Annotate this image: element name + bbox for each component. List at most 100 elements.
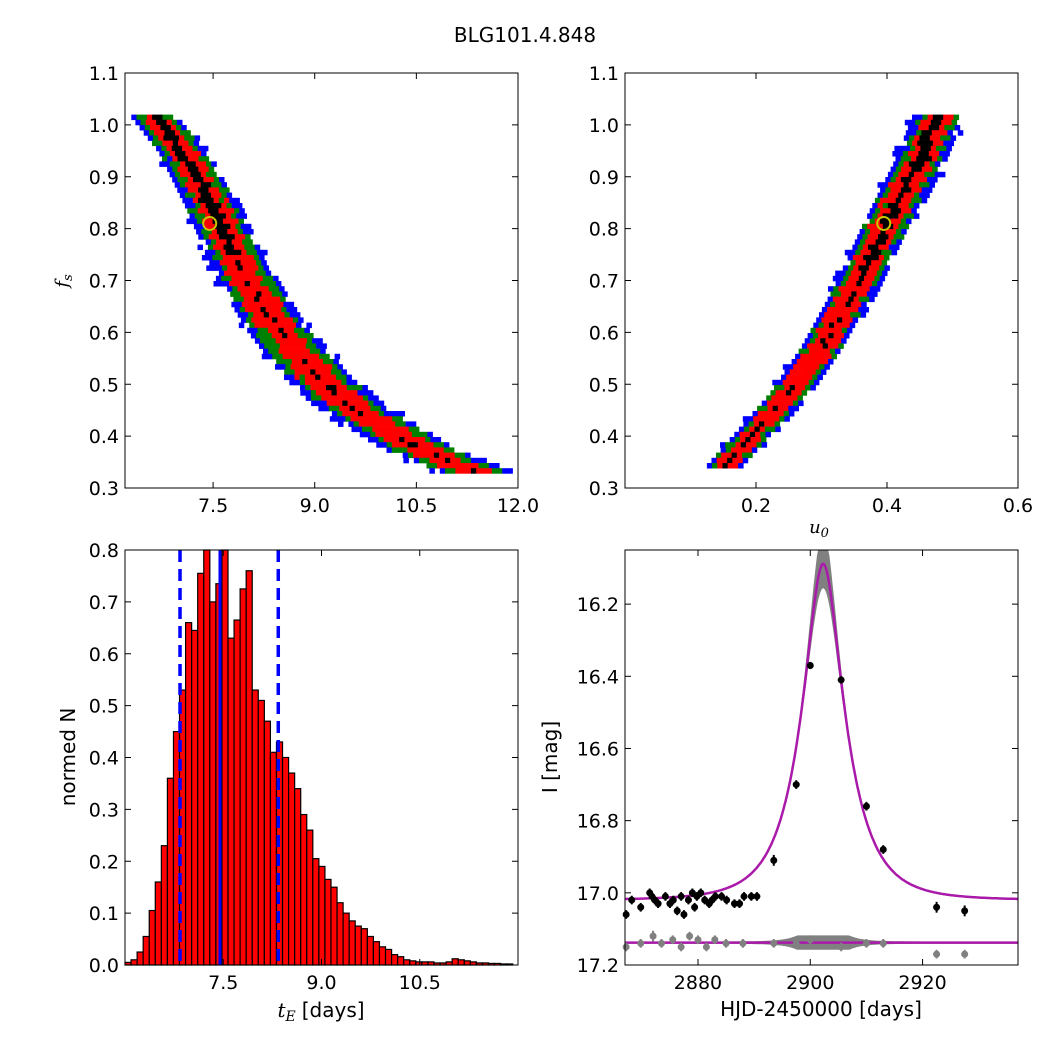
p1-cell <box>445 457 451 464</box>
p2-cell <box>721 457 728 464</box>
p2-cell <box>900 177 907 183</box>
p2-cell <box>854 239 861 245</box>
p1-cell <box>260 307 266 313</box>
p1-cell <box>255 307 261 313</box>
p2-cell <box>914 161 920 167</box>
p1-ytick-label: 0.4 <box>89 426 119 448</box>
p2-cell <box>903 213 909 219</box>
p2-cell <box>893 161 899 167</box>
p1-cell <box>410 421 417 427</box>
p2-cell <box>828 333 834 339</box>
p2-cell <box>875 239 882 245</box>
p1-cell <box>180 151 186 157</box>
p1-cell <box>339 405 345 412</box>
p1-cell <box>439 452 445 459</box>
p3-bar <box>209 601 217 966</box>
p2-cell <box>828 359 834 365</box>
p1-cell <box>365 405 371 412</box>
p2-cell <box>734 437 741 443</box>
p1-cell <box>172 177 178 183</box>
p1-cell <box>179 192 186 199</box>
p2-cell <box>926 177 933 183</box>
p1-cell <box>478 463 484 469</box>
p2-cell <box>882 192 889 199</box>
p4-ytick-label: 16.2 <box>577 594 619 616</box>
p1-cell <box>211 161 217 167</box>
p1-cell <box>368 400 374 407</box>
p2-cell <box>740 437 746 443</box>
p2-cell <box>866 270 872 277</box>
p1-cell <box>396 431 402 438</box>
p2-cell <box>904 145 911 152</box>
p1-cell <box>275 322 281 329</box>
p2-cell <box>827 296 834 303</box>
p1-cell <box>342 411 348 417</box>
p1-cell <box>218 187 225 193</box>
p2-cell <box>866 291 873 297</box>
p1-cell <box>335 416 341 422</box>
p1-cell <box>371 416 377 422</box>
p2-cell <box>766 395 772 401</box>
p1-cell <box>351 426 357 433</box>
p1-cell <box>280 296 286 303</box>
p1-cell <box>208 177 215 183</box>
p1-cell <box>326 395 332 401</box>
p1-xtick-label: 7.5 <box>198 495 228 517</box>
p1-cell <box>330 374 337 381</box>
p2-cell <box>850 312 856 318</box>
p1-cell <box>417 442 424 448</box>
p1-cell <box>364 421 370 427</box>
p2-cell <box>932 177 938 183</box>
p2-cell <box>895 166 902 173</box>
p1-cell <box>196 229 202 235</box>
p2-cell <box>872 213 878 219</box>
p1-cell <box>429 457 435 464</box>
p1-best-fit-marker <box>202 215 218 231</box>
p1-cell <box>418 452 424 459</box>
p2-cell <box>764 426 771 433</box>
p4-data-point <box>961 907 969 915</box>
p1-cell <box>408 426 415 433</box>
p1-cell <box>174 161 181 167</box>
p1-cell <box>182 187 188 193</box>
p2-cell <box>815 369 822 375</box>
p1-cell <box>357 395 364 401</box>
p1-cell <box>373 437 379 443</box>
p4-residual-point <box>657 939 665 947</box>
p3-bar <box>227 637 235 966</box>
p1-cell <box>184 203 191 209</box>
p1-cell <box>450 468 456 474</box>
p2-cell <box>758 416 764 422</box>
p1-cell <box>167 166 173 173</box>
p2-cell <box>769 421 775 427</box>
p2-cell <box>849 322 856 329</box>
p2-cell <box>895 156 901 162</box>
p1-cell <box>340 416 346 422</box>
p1-cell <box>282 333 288 339</box>
p2-cell <box>743 421 749 427</box>
p1-cell <box>148 130 155 136</box>
p1-cell <box>255 281 261 287</box>
p2-cell <box>835 281 842 287</box>
p1-cell <box>275 296 281 303</box>
p1-cell <box>257 327 264 334</box>
p2-cell <box>801 343 808 349</box>
p1-cell <box>294 379 301 386</box>
p2-cell <box>921 166 928 173</box>
p1-cell <box>320 385 327 391</box>
p1-cell <box>285 364 291 370</box>
p1-cell <box>226 239 232 245</box>
p2-cell <box>847 317 853 323</box>
p1-cell <box>252 327 258 334</box>
p1-cell <box>231 213 237 219</box>
p1-cell <box>237 286 243 292</box>
p1-cell <box>235 223 241 230</box>
p2-cell <box>895 218 902 225</box>
p2-cell <box>926 187 933 193</box>
p1-cell <box>376 442 382 448</box>
p2-cell <box>731 452 738 459</box>
p1-cell <box>272 317 278 323</box>
p1-cell <box>237 265 243 271</box>
p3-bar <box>457 959 465 966</box>
p1-cell <box>386 442 393 448</box>
